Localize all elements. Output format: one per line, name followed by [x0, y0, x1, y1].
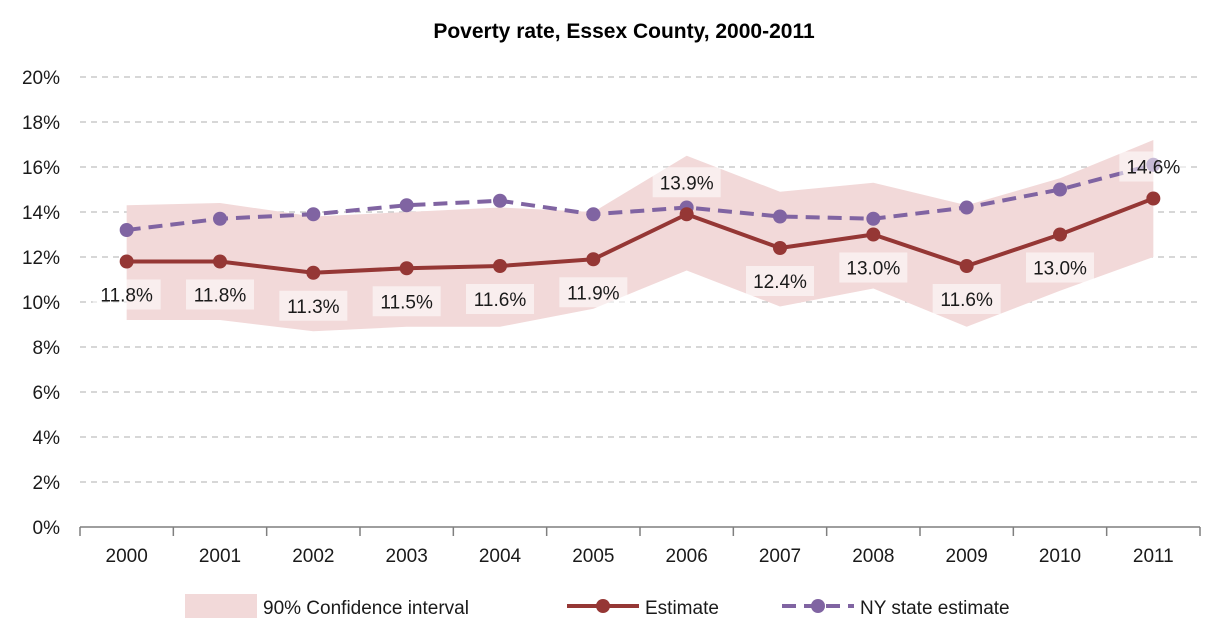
ny-state-point	[213, 211, 227, 226]
estimate-point	[399, 261, 414, 276]
y-tick-label: 2%	[33, 473, 61, 494]
ny-state-point	[306, 207, 321, 222]
y-tick-label: 6%	[33, 383, 61, 404]
data-label-box	[372, 286, 441, 317]
data-labels: 11.8% 11.8% 11.3% 11.5% 11.6% 11.9% 13.9% 12.4%…	[92, 151, 1188, 321]
ny-state-point	[399, 198, 414, 213]
estimate-data-label: 11.8%	[194, 286, 247, 307]
estimate-point	[586, 252, 601, 267]
x-axis	[79, 526, 1201, 536]
legend-ny-label: NY state estimate	[860, 598, 1010, 619]
estimate-data-label: 11.5%	[380, 292, 433, 313]
data-label-box	[1119, 151, 1188, 182]
y-tick-label: 10%	[22, 293, 60, 314]
ny-state-line	[126, 162, 1154, 232]
y-axis-ticks: 0% 2% 4% 6% 8% 10% 12% 14% 16% 18% 20%	[22, 68, 60, 539]
estimate-point	[306, 265, 321, 280]
data-label-box	[839, 252, 908, 283]
estimate-point	[213, 254, 227, 269]
estimate-data-label: 11.6%	[940, 290, 993, 311]
legend-ny-marker	[811, 599, 825, 613]
estimate-data-label: 11.9%	[567, 283, 620, 304]
ny-state-point	[959, 200, 974, 215]
x-axis-ticks: 2000 2001 2002 2003 2004 2005 2006 2007 2008 2009…	[106, 546, 1174, 567]
data-label-box	[932, 284, 1001, 314]
legend-ci-swatch	[185, 594, 257, 618]
y-tick-label: 8%	[33, 338, 61, 359]
legend-estimate-label: Estimate	[645, 598, 719, 619]
ny-state-point	[1053, 182, 1067, 197]
legend-ci-label: 90% Confidence interval	[263, 598, 469, 619]
estimate-point	[773, 241, 787, 255]
series-layer	[119, 157, 1161, 280]
data-label-box	[559, 277, 628, 308]
estimate-data-label: 11.3%	[287, 297, 340, 318]
estimate-point	[959, 259, 974, 273]
estimate-point	[1053, 227, 1067, 242]
data-label-box	[92, 279, 161, 310]
chart-title: Poverty rate, Essex County, 2000-2011	[433, 20, 815, 43]
x-tick-label: 2009	[946, 546, 988, 567]
estimate-point	[679, 207, 694, 222]
y-tick-label: 18%	[22, 113, 60, 134]
x-tick-label: 2011	[1133, 546, 1174, 567]
ny-state-point	[866, 211, 881, 226]
estimate-point	[866, 227, 881, 242]
x-tick-label: 2003	[386, 546, 428, 567]
estimate-data-label: 11.8%	[100, 286, 153, 307]
y-tick-label: 20%	[22, 68, 60, 89]
y-tick-label: 4%	[33, 428, 61, 449]
ny-state-point	[586, 207, 601, 222]
estimate-data-label: 13.9%	[660, 173, 714, 194]
x-tick-label: 2008	[852, 546, 894, 567]
data-label-box	[652, 167, 721, 198]
data-label-box	[279, 290, 348, 321]
legend-estimate-marker	[596, 599, 610, 613]
data-label-box	[186, 279, 254, 310]
x-tick-label: 2006	[666, 546, 708, 567]
data-label-box	[746, 266, 814, 296]
x-tick-label: 2001	[199, 546, 241, 567]
estimate-data-label: 13.0%	[1033, 259, 1087, 280]
x-tick-label: 2004	[479, 546, 522, 567]
x-tick-label: 2002	[292, 546, 334, 567]
ny-state-point	[773, 209, 787, 224]
estimate-data-label: 13.0%	[846, 259, 900, 280]
data-label-box	[1026, 252, 1094, 283]
y-tick-label: 0%	[33, 518, 61, 539]
estimate-line	[126, 196, 1155, 275]
y-tick-label: 14%	[22, 203, 60, 224]
x-tick-label: 2000	[106, 546, 148, 567]
estimate-data-label: 14.6%	[1126, 158, 1180, 179]
x-tick-label: 2005	[572, 546, 614, 567]
y-tick-label: 16%	[22, 158, 60, 179]
estimate-point	[493, 259, 507, 273]
estimate-data-label: 11.6%	[474, 290, 527, 311]
ny-state-point	[119, 223, 134, 237]
y-tick-label: 12%	[22, 248, 60, 269]
x-tick-label: 2007	[759, 546, 801, 567]
x-tick-label: 2010	[1039, 546, 1081, 567]
data-label-box	[466, 284, 534, 314]
ny-state-point	[493, 193, 507, 208]
estimate-point	[1146, 191, 1161, 206]
estimate-point	[119, 254, 134, 269]
legend: 90% Confidence interval Estimate NY stat…	[185, 594, 1010, 619]
estimate-data-label: 12.4%	[753, 272, 807, 293]
